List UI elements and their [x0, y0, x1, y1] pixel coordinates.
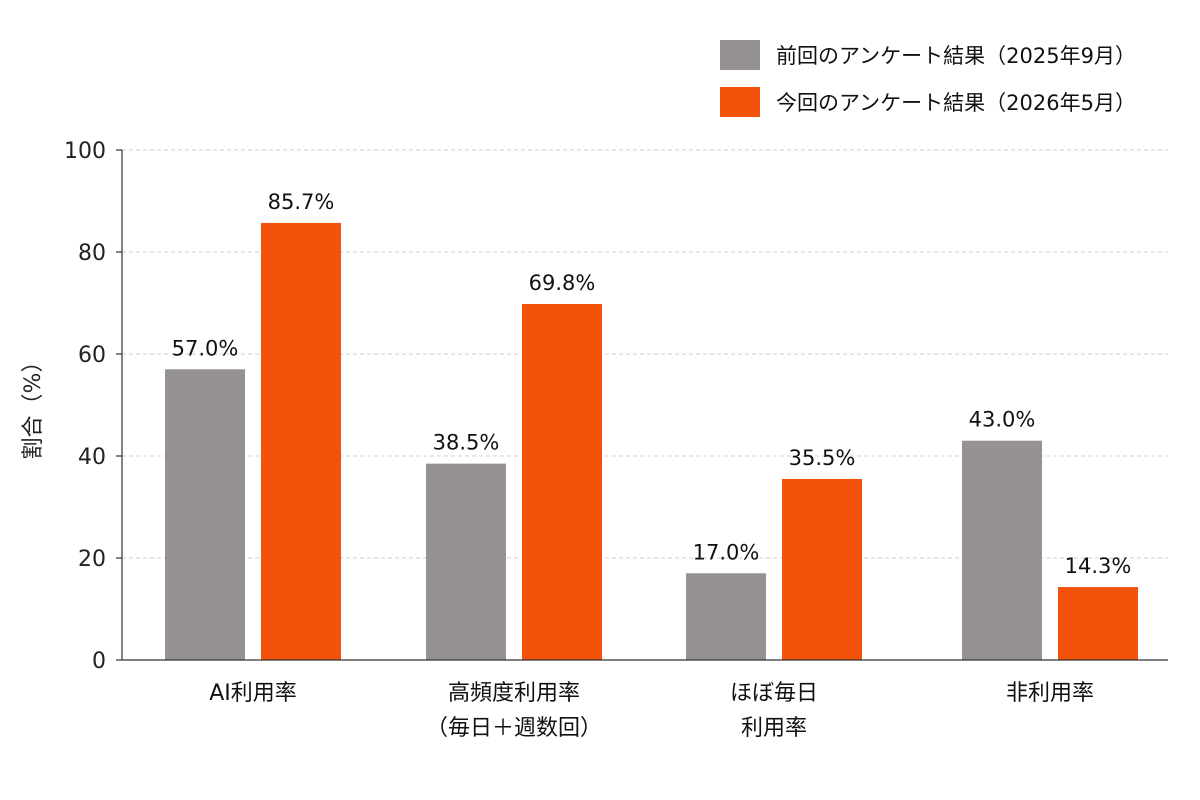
x-category-label: 利用率 [741, 716, 807, 741]
bar-value-label: 35.5% [789, 446, 856, 470]
bar-current [261, 222, 341, 660]
legend: 前回のアンケート結果（2025年9月） 今回のアンケート結果（2026年5月） [720, 40, 1136, 117]
bar-value-label: 85.7% [268, 190, 335, 214]
legend-swatch [720, 40, 760, 70]
bar-previous [426, 463, 506, 660]
x-category-label: AI利用率 [209, 681, 297, 706]
bar-current [522, 304, 602, 660]
y-axis: 0 20 40 60 80 100 [64, 139, 123, 674]
x-category-label: （毎日＋週数回） [426, 716, 602, 741]
bar-value-label: 57.0% [172, 336, 239, 360]
bars: 57.0% 38.5% 17.0% 43.0% 85.7% 69.8% 35.5% 14.3% [165, 190, 1138, 660]
bar-previous [165, 369, 245, 660]
legend-swatch [720, 87, 760, 117]
x-category-label: 高頻度利用率 [448, 681, 580, 706]
bar-current [1058, 587, 1138, 660]
legend-label: 今回のアンケート結果（2026年5月） [776, 91, 1136, 115]
bar-value-label: 43.0% [969, 408, 1036, 432]
bar-value-label: 17.0% [693, 540, 760, 564]
y-tick-label: 0 [92, 649, 106, 674]
x-category-label: ほぼ毎日 [730, 681, 818, 706]
y-tick-label: 80 [78, 241, 106, 266]
bar-value-label: 69.8% [529, 271, 596, 295]
legend-label: 前回のアンケート結果（2025年9月） [776, 44, 1136, 68]
y-tick-label: 20 [78, 547, 106, 572]
y-axis-title: 割合（%） [21, 351, 46, 460]
bar-value-label: 14.3% [1065, 554, 1132, 578]
bar-current [782, 478, 862, 660]
bar-value-label: 38.5% [433, 431, 500, 455]
x-category-label: 非利用率 [1006, 681, 1094, 706]
y-tick-label: 40 [78, 445, 106, 470]
bar-previous [962, 440, 1042, 660]
y-tick-label: 60 [78, 343, 106, 368]
y-tick-label: 100 [64, 139, 106, 164]
bar-previous [686, 573, 766, 660]
